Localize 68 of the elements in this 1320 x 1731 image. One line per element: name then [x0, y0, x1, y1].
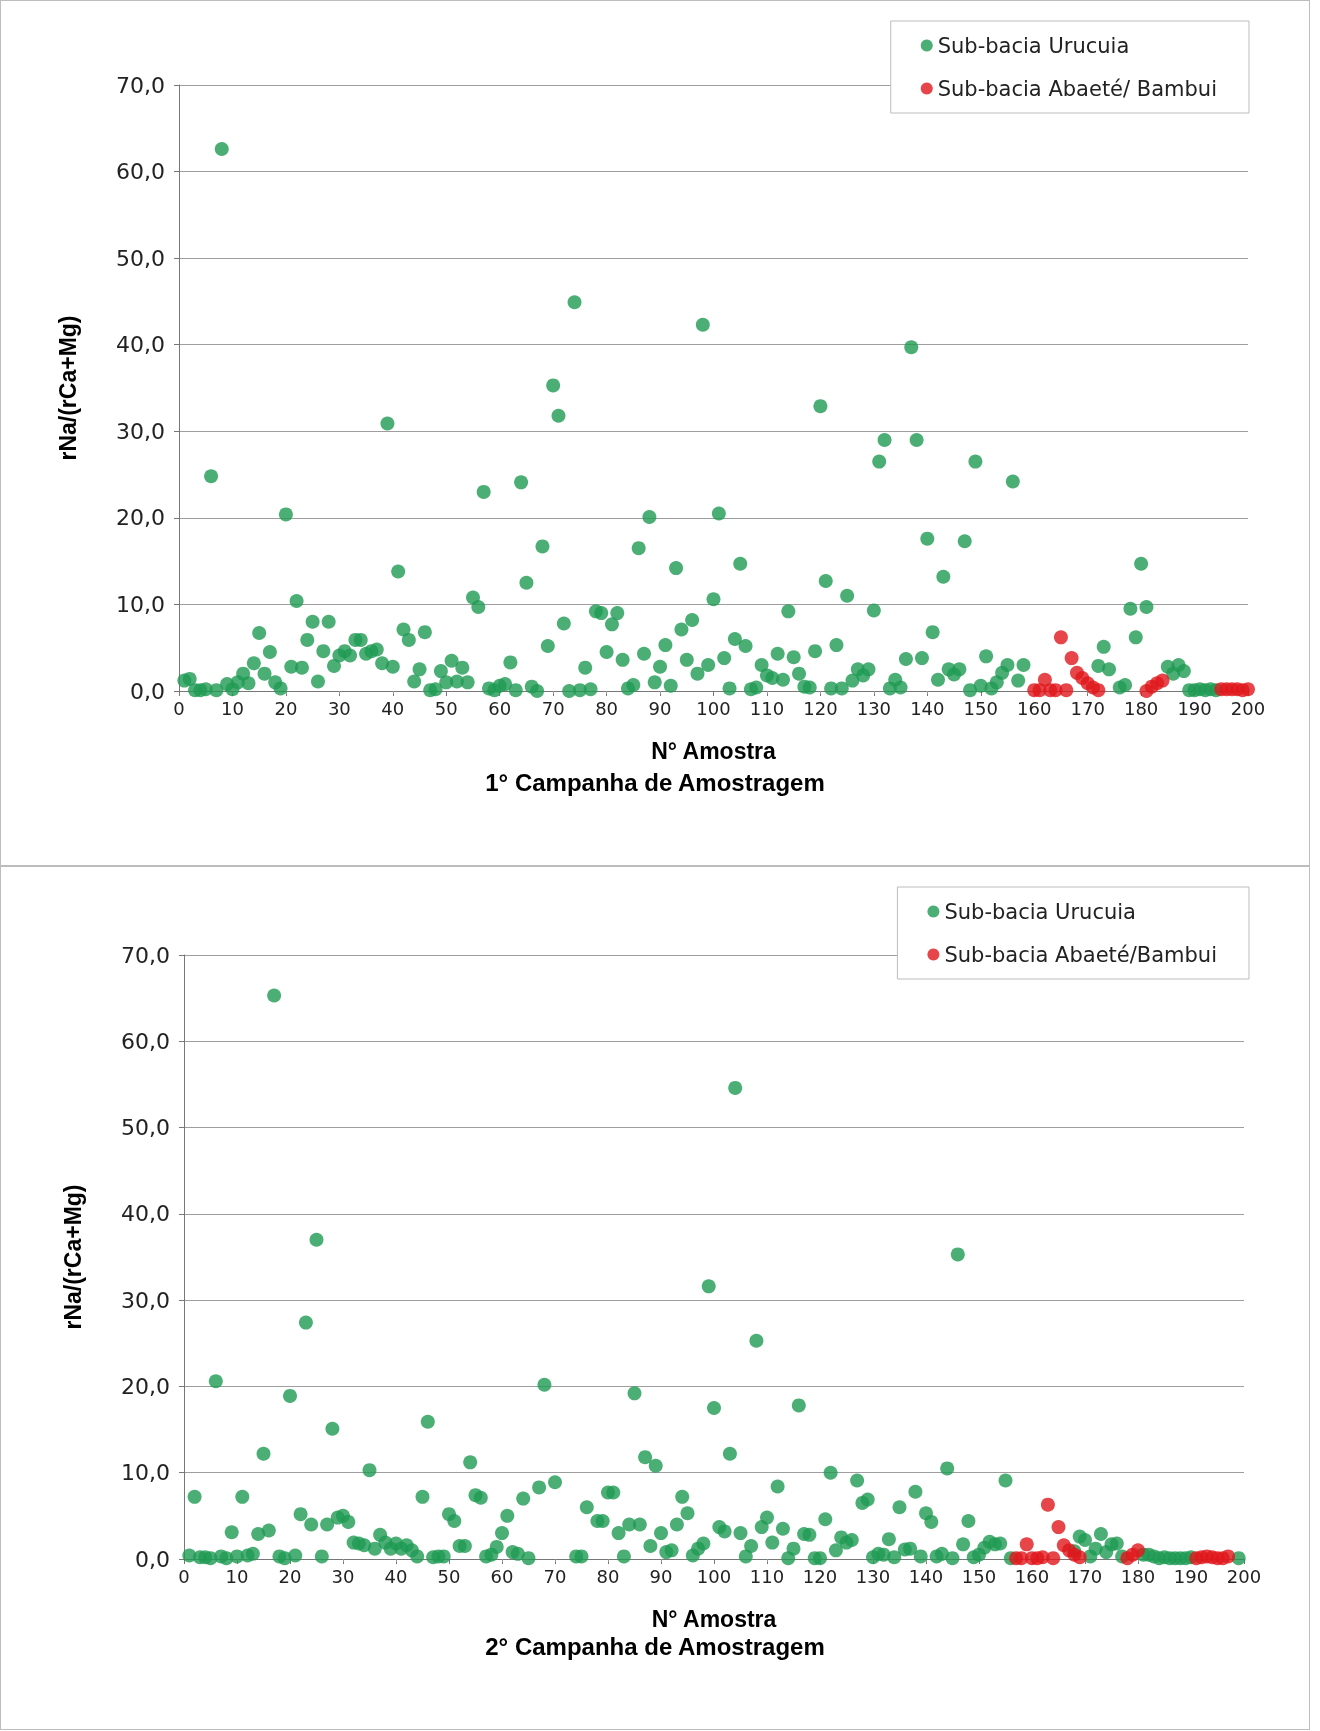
x-tick-label: 50 — [437, 1565, 461, 1587]
x-tick-label: 120 — [802, 1565, 838, 1587]
x-tick-label: 60 — [490, 1565, 514, 1587]
x-tick-label: 100 — [696, 697, 731, 719]
y-tick-label: 50,0 — [116, 245, 165, 271]
x-tick-label: 40 — [381, 697, 405, 719]
x-tick-label: 20 — [278, 1565, 302, 1587]
text: 1° Campanha de Amostragem — [485, 768, 825, 796]
y-tick-label: 30,0 — [116, 418, 165, 444]
x-tick-label: 200 — [1230, 697, 1266, 719]
x-tick-label: 70 — [543, 1565, 567, 1587]
y-tick-label: 40,0 — [121, 1201, 170, 1227]
x-tick-label: 200 — [1226, 1565, 1262, 1587]
x-tick-label: 20 — [274, 697, 298, 719]
text: 2° Campanha de Amostragem — [485, 1632, 825, 1660]
x-tick-label: 170 — [1070, 697, 1105, 719]
y-tick-label: 20,0 — [121, 1373, 170, 1399]
x-tick-label: 120 — [803, 697, 838, 719]
x-tick-label: 160 — [1014, 1565, 1050, 1587]
x-tick-label: 180 — [1120, 1565, 1156, 1587]
y-tick-label: 30,0 — [121, 1287, 170, 1313]
x-tick-label: 30 — [331, 1565, 355, 1587]
x-tick-label: 70 — [541, 697, 565, 719]
y-tick-label: 70,0 — [121, 942, 170, 968]
legend-label: Sub-bacia Abaeté/ Bambui — [937, 76, 1217, 101]
x-tick-label: 170 — [1067, 1565, 1103, 1587]
y-axis-title: rNa/(rCa+Mg) — [54, 315, 81, 461]
x-tick-label: 80 — [595, 697, 619, 719]
legend-label: Sub-bacia Urucuia — [944, 899, 1136, 924]
x-tick-label: 160 — [1017, 697, 1052, 719]
y-tick-label: 40,0 — [116, 332, 165, 358]
x-tick-label: 90 — [648, 697, 672, 719]
x-tick-label: 190 — [1177, 697, 1212, 719]
x-tick-label: 110 — [749, 1565, 785, 1587]
y-tick-label: 0,0 — [130, 678, 165, 704]
x-tick-label: 0 — [178, 1565, 190, 1587]
x-tick-label: 60 — [488, 697, 512, 719]
x-tick-label: 10 — [221, 697, 244, 719]
x-tick-label: 80 — [596, 1565, 620, 1587]
x-tick-label: 140 — [908, 1565, 944, 1587]
x-tick-label: 50 — [434, 697, 458, 719]
x-axis-title: N° Amostra — [651, 737, 777, 764]
x-tick-label: 130 — [856, 697, 892, 719]
x-tick-label: 10 — [225, 1565, 249, 1587]
x-tick-label: 130 — [855, 1565, 891, 1587]
x-tick-label: 0 — [173, 697, 185, 719]
y-axis-title: rNa/(rCa+Mg) — [59, 1184, 86, 1330]
x-axis-title: N° Amostra — [651, 1605, 777, 1632]
x-tick-label: 100 — [696, 1565, 732, 1587]
x-tick-label: 180 — [1123, 697, 1159, 719]
y-tick-label: 20,0 — [116, 505, 165, 531]
x-tick-label: 150 — [963, 697, 998, 719]
y-tick-label: 50,0 — [121, 1115, 170, 1141]
x-tick-label: 40 — [384, 1565, 408, 1587]
x-tick-label: 110 — [749, 697, 785, 719]
y-tick-label: 60,0 — [121, 1028, 170, 1054]
legend-label: Sub-bacia Abaeté/Bambui — [944, 942, 1217, 967]
y-tick-label: 10,0 — [116, 591, 165, 617]
x-tick-label: 150 — [961, 1565, 997, 1587]
y-tick-label: 10,0 — [121, 1460, 170, 1486]
y-tick-label: 70,0 — [116, 72, 165, 98]
y-tick-label: 0,0 — [135, 1546, 170, 1572]
x-tick-label: 30 — [327, 697, 351, 719]
x-tick-label: 190 — [1173, 1565, 1209, 1587]
legend-label: Sub-bacia Urucuia — [937, 33, 1130, 58]
y-tick-label: 60,0 — [116, 159, 165, 185]
x-tick-label: 140 — [910, 697, 945, 719]
x-tick-label: 90 — [649, 1565, 673, 1587]
